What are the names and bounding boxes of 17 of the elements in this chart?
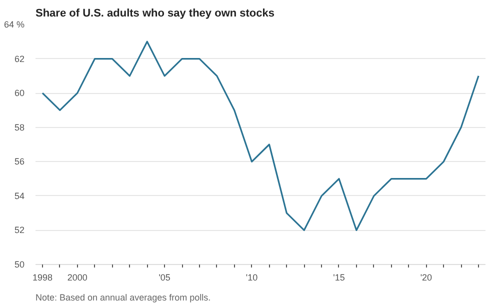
x-tick-label: '20 xyxy=(420,272,432,282)
y-tick-label: 52 xyxy=(14,225,25,236)
y-tick-label: 56 xyxy=(14,156,25,167)
chart-title: Share of U.S. adults who say they own stocks xyxy=(36,8,275,20)
x-tick-label: 2000 xyxy=(67,272,88,282)
x-tick-label: '15 xyxy=(333,272,345,282)
y-tick-label: 64 % xyxy=(4,20,24,30)
x-tick-label: '05 xyxy=(158,272,170,282)
y-tick-label: 62 xyxy=(14,54,25,64)
line-series xyxy=(42,40,480,232)
x-tick-label: 1998 xyxy=(32,272,52,282)
y-tick-label: 54 xyxy=(14,190,25,201)
y-tick-label: 50 xyxy=(14,260,25,270)
x-tick-label: '10 xyxy=(246,272,258,282)
text: Note: Based on annual averages from polls. xyxy=(36,292,211,302)
y-tick-label: 58 xyxy=(14,122,25,132)
y-tick-label: 60 xyxy=(14,88,25,98)
